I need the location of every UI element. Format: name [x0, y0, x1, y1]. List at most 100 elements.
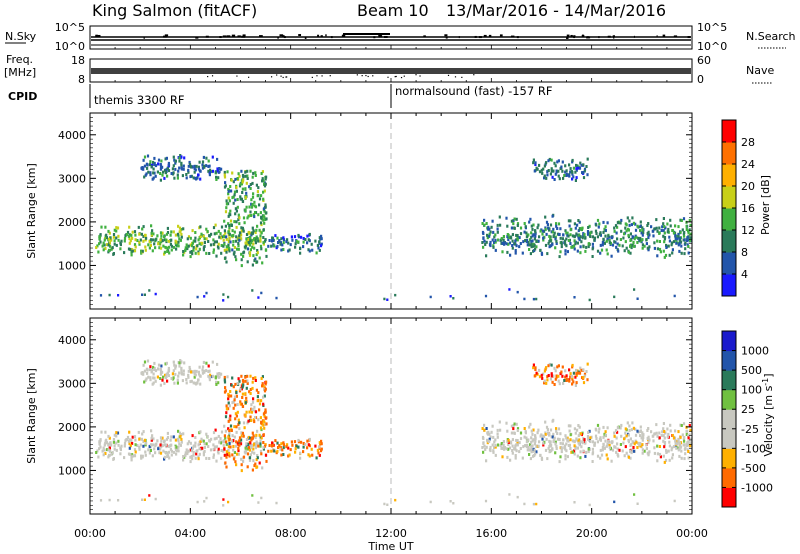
range-gate-cell [188, 160, 191, 164]
range-gate-cell [198, 160, 201, 164]
range-gate-cell [257, 418, 260, 422]
range-gate-cell [682, 422, 686, 426]
range-gate-cell [383, 297, 386, 301]
range-gate-cell [225, 442, 228, 446]
range-gate-cell [160, 234, 163, 238]
range-gate-cell [262, 384, 265, 388]
range-gate-cell [200, 232, 203, 236]
range-gate-cell [203, 241, 206, 244]
range-gate-cell [646, 429, 649, 432]
range-gate-cell [141, 371, 144, 374]
date-range: 13/Mar/2016 - 14/Mar/2016 [446, 1, 666, 20]
range-gate-cell [184, 246, 187, 250]
range-gate-cell [257, 213, 260, 217]
range-gate-cell [220, 456, 223, 460]
range-gate-cell [198, 447, 201, 451]
range-gate-cell [164, 170, 167, 174]
range-gate-cell [222, 244, 225, 248]
range-gate-cell [113, 228, 116, 232]
nave-dot [419, 75, 421, 77]
range-gate-cell [224, 231, 227, 235]
range-gate-cell [215, 445, 218, 449]
range-gate-cell [638, 237, 642, 241]
range-gate-cell [195, 247, 198, 251]
range-gate-cell [586, 157, 589, 161]
range-gate-cell [583, 169, 586, 173]
range-gate-cell [115, 236, 118, 240]
range-gate-cell [642, 436, 645, 439]
range-gate-cell [144, 245, 147, 249]
range-gate-cell [223, 380, 227, 384]
range-gate-cell [551, 447, 554, 451]
range-gate-cell [383, 502, 386, 506]
range-gate-cell [647, 441, 650, 445]
range-gate-cell [556, 432, 559, 435]
range-gate-cell [689, 441, 692, 445]
range-gate-cell [207, 159, 210, 163]
range-gate-cell [134, 233, 137, 237]
range-gate-cell [123, 251, 126, 255]
range-gate-cell [232, 439, 235, 442]
range-gate-cell [282, 248, 285, 251]
range-gate-cell [663, 240, 666, 244]
range-gate-cell [166, 451, 169, 455]
nsky-spike [656, 35, 658, 38]
range-gate-cell [638, 442, 642, 446]
range-gate-cell [261, 170, 264, 174]
range-gate-cell [156, 439, 159, 443]
range-gate-cell [561, 365, 564, 369]
range-gate-cell [632, 244, 636, 248]
range-gate-cell [174, 233, 177, 237]
range-gate-cell [568, 163, 571, 167]
range-gate-cell [579, 251, 582, 255]
range-gate-cell [174, 366, 177, 370]
range-gate-cell [543, 235, 546, 239]
range-gate-cell [573, 444, 576, 448]
range-gate-cell [294, 450, 297, 454]
range-gate-cell [527, 233, 530, 237]
range-gate-cell [168, 251, 171, 255]
range-gate-cell [98, 242, 101, 246]
range-gate-cell [265, 416, 268, 420]
velocity-ylabel: Slant Range [km] [25, 368, 38, 464]
range-gate-cell [128, 442, 131, 446]
range-gate-cell [589, 436, 592, 440]
range-gate-cell [256, 456, 259, 460]
range-gate-cell [262, 179, 265, 183]
range-gate-cell [666, 435, 669, 439]
range-gate-cell [128, 430, 131, 434]
range-gate-cell [263, 209, 266, 213]
range-gate-cell [282, 441, 285, 445]
nsky-spike [282, 35, 285, 38]
range-gate-cell [276, 441, 279, 445]
range-gate-cell [166, 246, 169, 250]
range-gate-cell [138, 445, 141, 449]
range-gate-cell [104, 225, 107, 229]
range-gate-cell [142, 167, 145, 171]
range-gate-cell [256, 465, 259, 469]
freq-unit: [MHz] [4, 66, 36, 79]
range-gate-cell [558, 382, 561, 386]
range-gate-cell [280, 248, 283, 252]
nsky-spike [613, 36, 615, 39]
range-gate-cell [603, 227, 606, 231]
range-gate-cell [508, 493, 511, 496]
range-gate-cell [573, 239, 576, 243]
range-gate-cell [506, 455, 509, 459]
range-gate-cell [629, 232, 632, 236]
range-gate-cell [237, 423, 240, 427]
range-gate-cell [234, 382, 237, 386]
range-gate-cell [159, 167, 162, 171]
range-gate-cell [549, 444, 552, 448]
range-gate-cell [571, 377, 574, 381]
range-gate-cell [568, 429, 571, 433]
range-gate-cell [101, 449, 104, 453]
range-gate-cell [194, 239, 197, 243]
range-gate-cell [540, 251, 543, 255]
range-gate-cell [571, 158, 574, 162]
range-gate-cell [174, 372, 177, 376]
range-gate-cell [194, 251, 197, 255]
range-gate-cell [171, 372, 174, 376]
range-gate-cell [687, 436, 690, 440]
range-gate-cell [516, 429, 519, 432]
